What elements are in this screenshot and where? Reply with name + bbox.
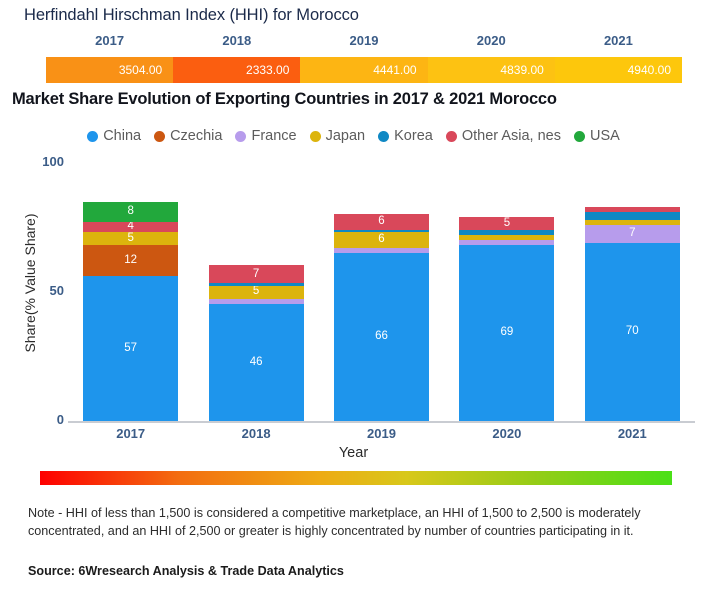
footer-source: Source: 6Wresearch Analysis & Trade Data…	[28, 564, 344, 578]
y-axis-tick-100: 100	[42, 154, 64, 169]
bar-segment-value: 5	[252, 285, 260, 298]
bar-segment-value: 8	[127, 205, 134, 218]
y-axis-label: Share(% Value Share)	[22, 213, 38, 353]
hhi-value-2018: 2333.00	[173, 57, 301, 83]
x-axis-tick-2017: 2017	[116, 426, 146, 441]
x-axis-tick-2019: 2019	[367, 426, 396, 441]
hhi-value-2020: 4839.00	[427, 57, 555, 83]
legend-label: Czechia	[170, 128, 223, 144]
hhi-year-2018: 2018	[222, 33, 252, 48]
bar-segment-2019-france[interactable]	[334, 247, 429, 253]
bar-column-2020[interactable]: 69 5	[459, 216, 555, 421]
hhi-value-2019: 4441.00	[300, 57, 428, 83]
legend-label: Japan	[325, 128, 366, 144]
bar-segment-value: 46	[249, 355, 263, 368]
y-axis-tick-50: 50	[49, 283, 64, 298]
bar-segment-2020-korea[interactable]	[459, 229, 555, 235]
bar-segment-2017-china[interactable]: 57	[83, 275, 179, 421]
legend-item-korea[interactable]: Korea	[378, 128, 433, 144]
legend-swatch-icon	[154, 130, 166, 142]
bar-column-2021[interactable]: 70 7	[584, 206, 680, 421]
hhi-year-2017: 2017	[95, 33, 125, 48]
bar-segment-2021-other-asia-nes[interactable]	[584, 206, 680, 212]
bar-segment-value: 12	[124, 253, 138, 266]
x-axis-label: Year	[338, 445, 369, 461]
hhi-value-2021: 4940.00	[554, 57, 683, 83]
bar-segment-2018-china[interactable]: 46	[208, 303, 304, 421]
bar-segment-2017-other-asia-nes[interactable]: 4	[83, 220, 179, 233]
bar-segment-2019-other-asia-nes[interactable]: 6	[334, 214, 429, 230]
hhi-value-2017: 3504.00	[46, 57, 174, 83]
legend-label: USA	[589, 128, 620, 144]
legend-item-usa[interactable]: USA	[573, 128, 620, 144]
legend-swatch-icon	[573, 130, 585, 142]
bar-segment-value: 57	[124, 341, 138, 354]
bar-segment-2021-france[interactable]: 7	[584, 224, 680, 243]
bar-column-2018[interactable]: 46 5 7	[208, 265, 304, 421]
plot-area: 57 12 5 4 8 46 5 7 66 6 6 69 5 70 7	[68, 166, 695, 421]
bar-segment-value: 7	[252, 267, 260, 280]
legend-swatch-icon	[309, 130, 321, 142]
bar-column-2019[interactable]: 66 6 6	[334, 214, 429, 421]
bar-segment-value: 5	[127, 231, 134, 244]
hhi-year-2020: 2020	[476, 33, 506, 48]
legend-swatch-icon	[445, 130, 457, 142]
bar-segment-2020-other-asia-nes[interactable]: 5	[459, 216, 555, 230]
legend-item-japan[interactable]: Japan	[309, 128, 366, 144]
bar-segment-2018-japan[interactable]: 5	[208, 285, 304, 299]
bar-segment-2018-other-asia-nes[interactable]: 7	[208, 265, 304, 284]
bar-segment-2018-korea[interactable]	[208, 283, 304, 286]
legend-item-china[interactable]: China	[87, 128, 141, 144]
x-axis-line	[68, 421, 695, 423]
bar-segment-2019-korea[interactable]	[334, 229, 429, 233]
legend-swatch-icon	[378, 130, 390, 142]
chart-title: Market Share Evolution of Exporting Coun…	[12, 90, 557, 108]
bar-segment-value: 70	[625, 325, 639, 337]
legend-label: Korea	[394, 128, 433, 144]
bar-segment-value: 5	[503, 216, 511, 229]
concentration-gradient-bar	[40, 471, 672, 485]
bar-segment-value: 6	[378, 215, 385, 228]
legend-swatch-icon	[87, 130, 99, 142]
bar-segment-2020-france[interactable]	[459, 239, 555, 246]
hhi-title: Herfindahl Hirschman Index (HHI) for Mor…	[24, 6, 359, 24]
hhi-year-2019: 2019	[349, 33, 379, 48]
bar-segment-value: 7	[629, 226, 636, 239]
bar-segment-2021-china[interactable]: 70	[584, 242, 680, 421]
legend-item-czechia[interactable]: Czechia	[154, 128, 222, 144]
bar-segment-2019-japan[interactable]: 6	[334, 232, 429, 248]
x-axis-tick-2020: 2020	[492, 426, 522, 441]
legend-swatch-icon	[235, 130, 247, 142]
bar-segment-2018-france[interactable]	[208, 298, 304, 304]
bar-segment-value: 66	[375, 330, 388, 343]
bar-segment-2017-japan[interactable]: 5	[83, 231, 179, 246]
bar-segment-value: 6	[378, 233, 385, 246]
bar-segment-2020-japan[interactable]	[459, 234, 555, 240]
bar-segment-2021-korea[interactable]	[584, 211, 680, 220]
legend-label: Other Asia, nes	[461, 128, 561, 144]
bar-segment-2017-usa[interactable]: 8	[83, 201, 179, 223]
x-axis-tick-2018: 2018	[241, 426, 271, 441]
x-axis-tick-2021: 2021	[617, 426, 647, 441]
legend-item-france[interactable]: France	[235, 128, 297, 144]
bar-segment-value: 4	[127, 220, 134, 233]
bar-column-2017[interactable]: 57 12 5 4 8	[83, 201, 179, 421]
hhi-year-2021: 2021	[603, 33, 633, 48]
hhi-year-header: 2017 2018 2019 2020 2021	[46, 33, 682, 53]
bar-segment-2017-czechia[interactable]: 12	[83, 245, 179, 276]
legend-label: France	[251, 128, 297, 144]
legend-label: China	[103, 128, 142, 144]
y-axis-tick-0: 0	[56, 412, 64, 427]
chart-legend: China Czechia France Japan Korea Other Asia, …	[0, 128, 707, 144]
bar-segment-2019-china[interactable]: 66	[334, 252, 429, 421]
bar-segment-2021-japan[interactable]	[584, 219, 680, 225]
legend-item-other-asia-nes[interactable]: Other Asia, nes	[445, 128, 561, 144]
footer-note: Note - HHI of less than 1,500 is conside…	[28, 506, 641, 539]
bar-segment-2020-china[interactable]: 69	[459, 245, 555, 421]
hhi-value-bar: 3504.00 2333.00 4441.00 4839.00 4940.00	[46, 57, 683, 83]
bar-segment-value: 69	[500, 326, 514, 339]
